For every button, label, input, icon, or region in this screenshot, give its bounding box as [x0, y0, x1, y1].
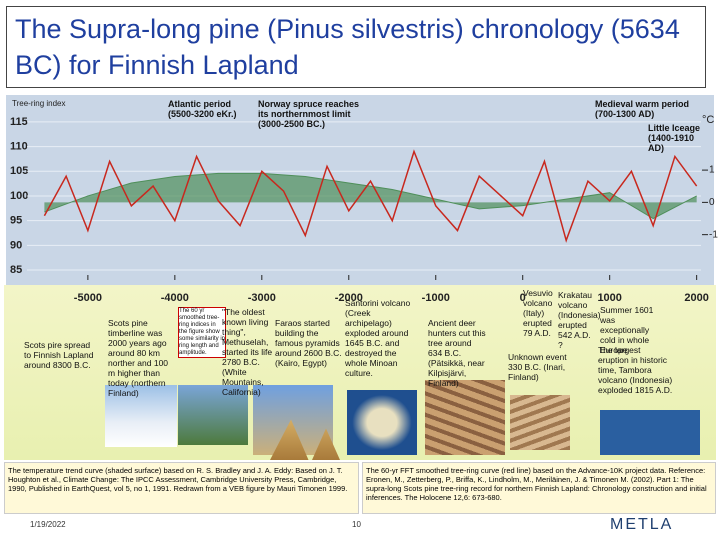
note: Santorini volcano (Creek archipelago) ex…	[345, 298, 411, 378]
note: Faraos started building the famous pyram…	[275, 318, 342, 368]
source-right: The 60-yr FFT smoothed tree-ring curve (…	[362, 462, 716, 514]
photo-pine	[105, 385, 177, 447]
x-tick-label: 2000	[684, 292, 708, 304]
annotation: Medieval warm period (700-1300 AD)	[595, 99, 690, 119]
photo-map	[600, 410, 700, 455]
annotation: Little Iceage (1400-1910 AD)	[648, 123, 701, 153]
note: Scots pire spread to Finnish Lapland aro…	[24, 340, 94, 370]
photo-wood	[510, 395, 570, 450]
x-tick-label: -4000	[161, 292, 189, 304]
note: The largest eruption in historic time, T…	[598, 345, 673, 395]
note: Vesuvio volcano (Italy) erupted 79 A.D.	[523, 288, 553, 338]
note: Summer 1601 was exceptionally cold in wh…	[600, 305, 654, 355]
slide-title: The Supra-long pine (Pinus silvestris) c…	[6, 6, 706, 88]
note: Unknown event 330 B.C. (Inari, Finland)	[508, 352, 567, 382]
source-left: The temperature trend curve (shaded surf…	[4, 462, 359, 514]
y-tick-label: 85	[10, 264, 22, 276]
y-tick-label: 110	[10, 140, 28, 152]
y-tick-label: 95	[10, 215, 22, 227]
annotation-box: Atlantic period (5500-3200 eKr.)	[168, 99, 237, 119]
footer-page: 10	[352, 520, 361, 529]
y-axis-title: Tree-ring index	[12, 99, 66, 108]
annotation: Norway spruce reaches its northernmost l…	[258, 99, 360, 129]
note: "The oldest known living thing", Methuse…	[222, 307, 273, 397]
y-tick-label: 90	[10, 239, 22, 251]
x-tick-label: 0	[520, 292, 526, 304]
footer-date: 1/19/2022	[30, 520, 66, 529]
y2-axis-title: °C	[702, 114, 714, 126]
y-tick-label: 115	[10, 116, 28, 128]
annotation-box: Little Iceage (1400-1910 AD)	[648, 123, 701, 153]
note: Ancient deer hunters cut this tree aroun…	[428, 318, 486, 388]
x-tick-label: -2000	[335, 292, 363, 304]
y2-tick-label: 0	[709, 197, 715, 208]
photo-santorini	[347, 390, 417, 455]
x-tick-label: -5000	[74, 292, 102, 304]
note: Scots pine timberline was 2000 years ago…	[108, 318, 169, 398]
x-tick-label: -3000	[248, 292, 276, 304]
trend-area	[44, 173, 697, 219]
chart: Tree-ring index °C 859095100105110115-10…	[6, 95, 718, 304]
series-line	[43, 149, 698, 243]
x-tick-label: -1000	[422, 292, 450, 304]
annotation-box: Norway spruce reaches its northernmost l…	[258, 99, 360, 129]
y-tick-label: 105	[10, 165, 28, 177]
y-tick-label: 100	[10, 190, 28, 202]
x-tick-label: 1000	[597, 292, 621, 304]
note: The 60 yr smoothed tree-ring indices in …	[178, 307, 226, 358]
photo-tree-rings	[425, 380, 505, 455]
y2-tick-label: -1	[709, 229, 718, 240]
note: Krakatau volcano (Indonesia) erupted 542…	[558, 290, 601, 350]
annotation: Atlantic period (5500-3200 eKr.)	[168, 99, 237, 119]
y2-tick-label: 1	[709, 165, 715, 176]
annotation-box: Medieval warm period (700-1300 AD)	[595, 99, 690, 119]
photo-lake	[178, 385, 248, 445]
series-line	[44, 172, 697, 220]
footer-logo: METLA	[610, 516, 674, 533]
